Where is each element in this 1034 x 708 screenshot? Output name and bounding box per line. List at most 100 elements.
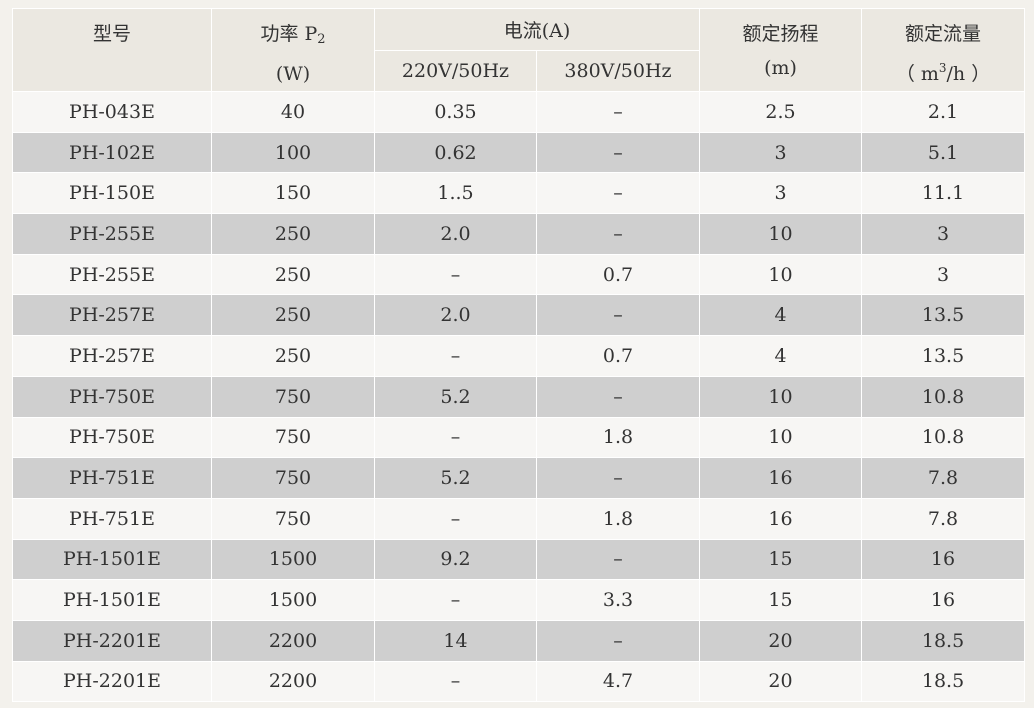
current-380v-cell: 1.8 xyxy=(535,416,701,459)
rated-head-cell: 2.5 xyxy=(699,91,863,133)
current-380v-cell: 0.7 xyxy=(535,253,701,296)
rated-flow-cell: 16 xyxy=(861,579,1026,621)
table-row: PH-043E 40 0.35–2.5 2.1 xyxy=(12,91,1026,133)
header-rated-head-label: 额定扬程 xyxy=(742,23,819,45)
rated-flow-cell: 3 xyxy=(861,253,1026,296)
header-model: 型号 xyxy=(12,8,212,92)
header-rated-head-unit: (m) xyxy=(764,57,797,79)
power-cell: 250 xyxy=(211,335,375,377)
current-380v-cell: – xyxy=(535,213,701,255)
rated-flow-cell: 10.8 xyxy=(861,416,1026,459)
header-current-label: 电流(A) xyxy=(503,19,571,42)
rated-flow-cell: 16 xyxy=(861,538,1026,581)
power-cell: 750 xyxy=(211,375,375,418)
model-cell: PH-750E xyxy=(12,375,212,418)
power-cell: 250 xyxy=(211,213,375,255)
rated-head-cell: 15 xyxy=(699,579,863,621)
table-row: PH-1501E 1500 9.2–15 16 xyxy=(12,538,1026,581)
current-220v-cell: – xyxy=(374,253,537,296)
table-row: PH-750E 750–1.8 10 10.8 xyxy=(12,416,1026,459)
header-model-label: 型号 xyxy=(92,23,131,45)
power-cell: 100 xyxy=(211,131,375,174)
rated-head-cell: 16 xyxy=(699,497,863,540)
power-cell: 750 xyxy=(211,457,375,499)
rated-head-cell: 15 xyxy=(699,538,863,581)
current-220v-cell: 14 xyxy=(374,619,537,662)
current-220v-cell: – xyxy=(374,579,537,621)
rated-head-cell: 4 xyxy=(699,335,863,377)
power-cell: 2200 xyxy=(211,619,375,662)
model-cell: PH-2201E xyxy=(12,660,212,703)
header-power: 功率 P2 (W) xyxy=(211,8,375,92)
rated-flow-cell: 7.8 xyxy=(861,497,1026,540)
header-current: 电流(A) xyxy=(373,8,701,51)
power-cell: 2200 xyxy=(211,660,375,703)
model-cell: PH-043E xyxy=(12,91,212,133)
table-row: PH-257E 250–0.7 4 13.5 xyxy=(12,335,1026,377)
rated-head-cell: 3 xyxy=(699,131,863,174)
current-220v-cell: – xyxy=(374,497,537,540)
rated-head-cell: 10 xyxy=(699,375,863,418)
rated-flow-cell: 7.8 xyxy=(861,457,1026,499)
model-cell: PH-150E xyxy=(12,172,212,215)
header-rated-flow-unit-post: /h ） xyxy=(946,63,991,85)
table-row: PH-102E 100 0.62–3 5.1 xyxy=(12,131,1026,174)
current-220v-cell: – xyxy=(374,416,537,459)
table-row: PH-751E 750 5.2–16 7.8 xyxy=(12,457,1026,499)
rated-head-cell: 16 xyxy=(699,457,863,499)
header-rated-head: 额定扬程 (m) xyxy=(699,8,863,92)
table-body: PH-043E 40 0.35–2.5 2.1 PH-102E 100 0.62–3 5.1 P… xyxy=(12,91,1026,703)
header-rated-flow: 额定流量 （ m3/h ） xyxy=(861,8,1026,92)
current-220v-cell: – xyxy=(374,660,537,703)
model-cell: PH-255E xyxy=(12,213,212,255)
model-cell: PH-255E xyxy=(12,253,212,296)
rated-flow-cell: 13.5 xyxy=(861,294,1026,337)
current-380v-cell: 0.7 xyxy=(535,335,701,377)
model-cell: PH-257E xyxy=(12,335,212,377)
rated-flow-cell: 18.5 xyxy=(861,619,1026,662)
power-cell: 750 xyxy=(211,497,375,540)
current-380v-cell: 4.7 xyxy=(535,660,701,703)
rated-head-cell: 20 xyxy=(699,660,863,703)
current-220v-cell: 2.0 xyxy=(374,294,537,337)
header-rated-flow-label: 额定流量 xyxy=(905,23,982,45)
table-row: PH-255E 250 2.0–10 3 xyxy=(12,213,1026,255)
model-cell: PH-2201E xyxy=(12,619,212,662)
table-row: PH-2201E 2200–4.7 20 18.5 xyxy=(12,660,1026,703)
power-cell: 1500 xyxy=(211,579,375,621)
model-cell: PH-1501E xyxy=(12,538,212,581)
rated-flow-cell: 13.5 xyxy=(861,335,1026,377)
rated-flow-cell: 5.1 xyxy=(861,131,1026,174)
table-row: PH-1501E 1500–3.3 15 16 xyxy=(12,579,1026,621)
current-380v-cell: – xyxy=(535,91,701,133)
rated-head-cell: 10 xyxy=(699,253,863,296)
current-380v-cell: – xyxy=(535,131,701,174)
rated-flow-cell: 3 xyxy=(861,213,1026,255)
header-rated-flow-unit-pre: （ m xyxy=(895,63,939,85)
current-380v-cell: – xyxy=(535,172,701,215)
power-cell: 750 xyxy=(211,416,375,459)
power-cell: 150 xyxy=(211,172,375,215)
header-power-subscript: 2 xyxy=(317,32,326,47)
rated-flow-cell: 10.8 xyxy=(861,375,1026,418)
current-220v-cell: 1..5 xyxy=(374,172,537,215)
table-row: PH-2201E 2200 14–20 18.5 xyxy=(12,619,1026,662)
rated-flow-cell: 18.5 xyxy=(861,660,1026,703)
table-row: PH-255E 250–0.7 10 3 xyxy=(12,253,1026,296)
current-220v-cell: 5.2 xyxy=(374,375,537,418)
table-row: PH-750E 750 5.2–10 10.8 xyxy=(12,375,1026,418)
current-220v-cell: 9.2 xyxy=(374,538,537,581)
current-380v-cell: 1.8 xyxy=(535,497,701,540)
model-cell: PH-257E xyxy=(12,294,212,337)
current-380v-cell: – xyxy=(535,294,701,337)
model-cell: PH-751E xyxy=(12,457,212,499)
table-row: PH-150E 150 1..5–3 11.1 xyxy=(12,172,1026,215)
model-cell: PH-102E xyxy=(12,131,212,174)
table-header: 型号 功率 P2 (W) 电流(A) 额定扬程 (m) 额定流量 （ m3/h … xyxy=(12,8,1026,92)
current-380v-cell: – xyxy=(535,538,701,581)
current-380v-cell: – xyxy=(535,375,701,418)
pump-spec-table: 型号 功率 P2 (W) 电流(A) 额定扬程 (m) 额定流量 （ m3/h … xyxy=(12,8,1026,703)
current-220v-cell: 5.2 xyxy=(374,457,537,499)
current-380v-cell: 3.3 xyxy=(535,579,701,621)
model-cell: PH-1501E xyxy=(12,579,212,621)
